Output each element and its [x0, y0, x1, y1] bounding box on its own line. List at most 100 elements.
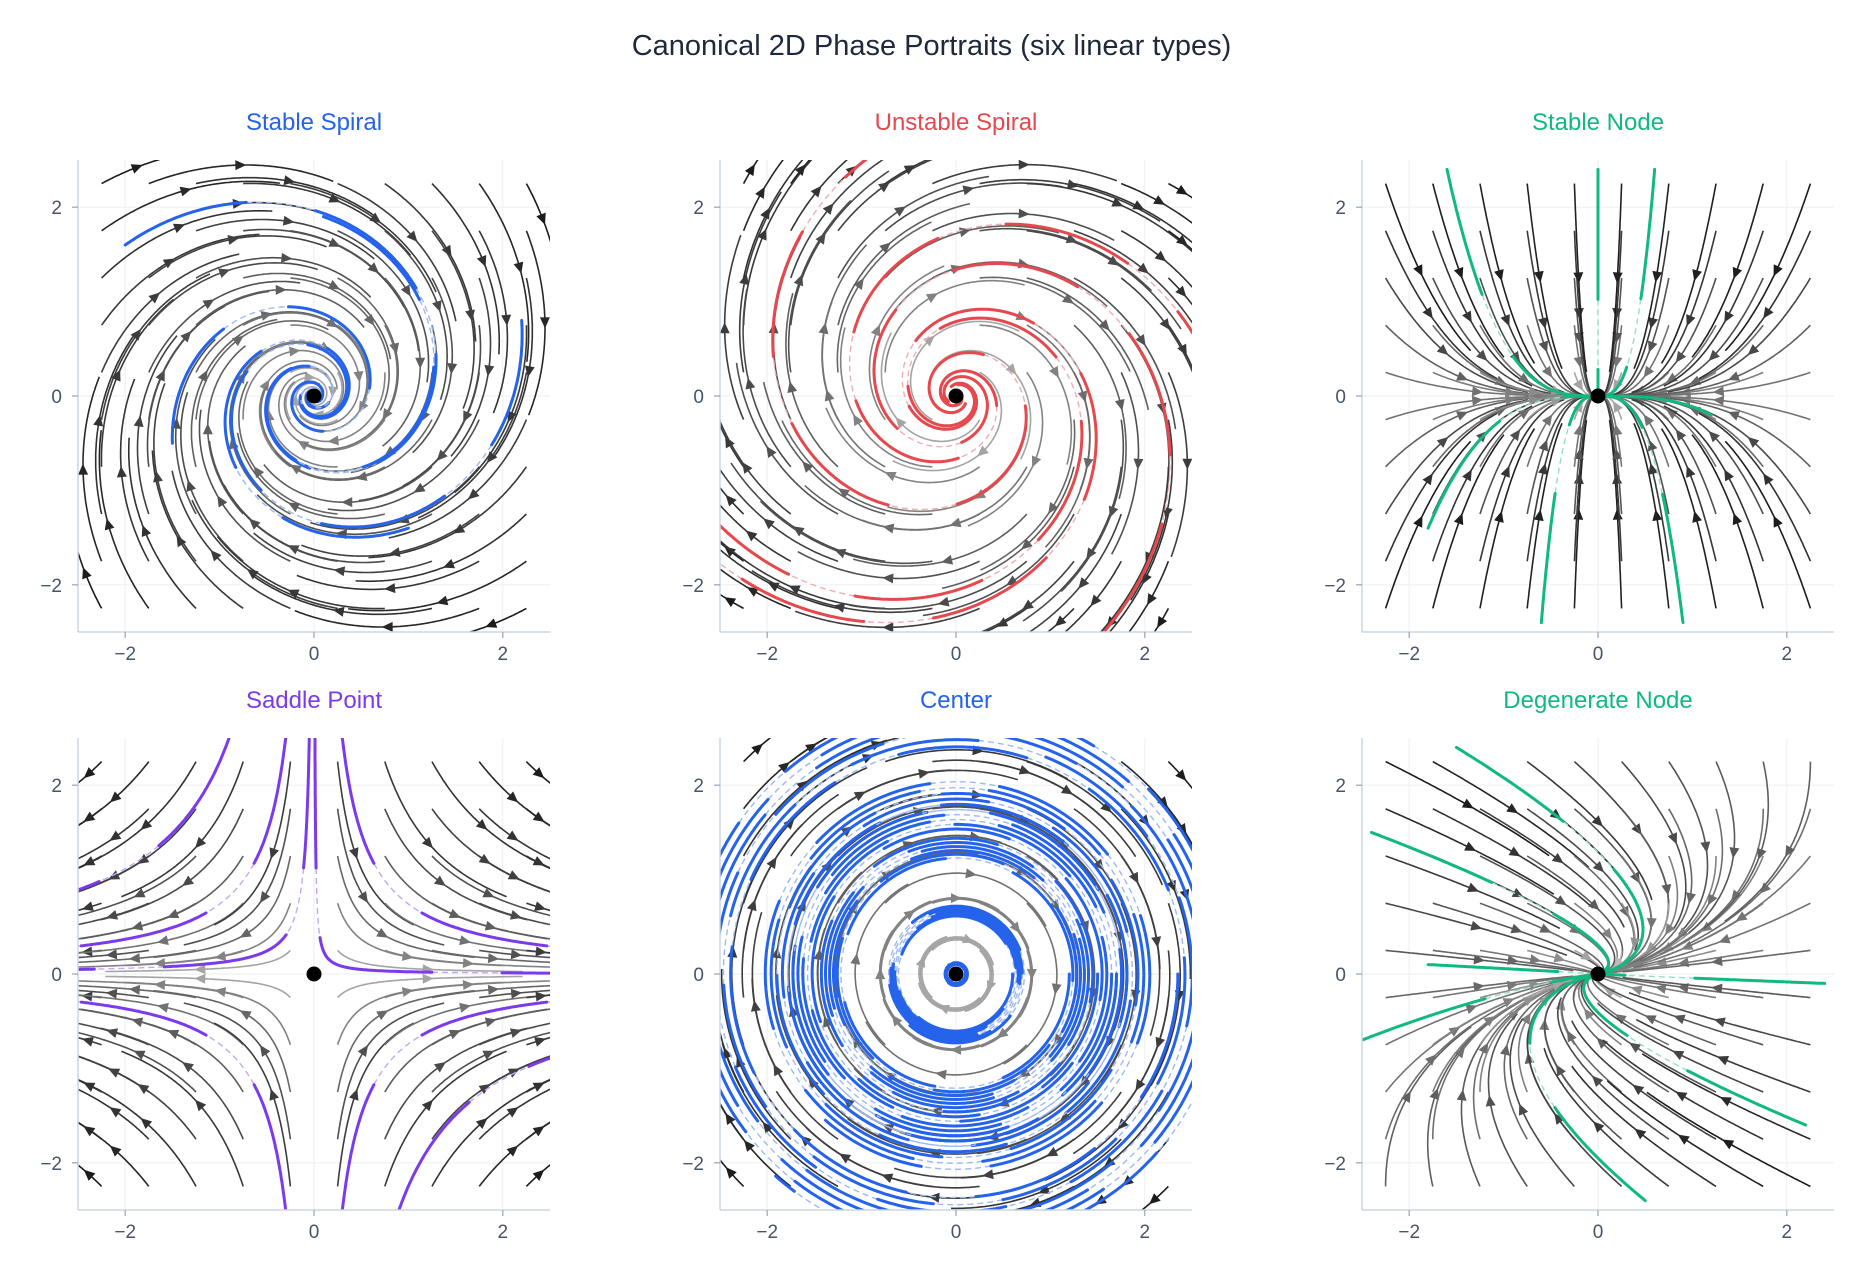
- streamline-arrow: [195, 1099, 207, 1112]
- streamline-arrow: [833, 603, 846, 613]
- streamline-arrow: [259, 1045, 271, 1057]
- trajectory: [1597, 972, 1827, 985]
- trajectory-dashed: [848, 223, 1192, 463]
- streamline-arrow: [928, 1192, 940, 1203]
- trajectory-dashed: [341, 738, 550, 948]
- streamline-arrow: [128, 984, 141, 995]
- streamline-arrow: [1630, 937, 1641, 950]
- streamline-arrow: [1436, 436, 1449, 448]
- streamline: [290, 230, 420, 352]
- streamline-arrow: [400, 284, 411, 297]
- streamline: [1432, 434, 1505, 609]
- trajectory: [819, 836, 1095, 1114]
- streamline-arrow: [1717, 1056, 1730, 1066]
- y-tick-label: 0: [1335, 965, 1346, 986]
- streamline: [478, 1088, 550, 1140]
- streamline-arrow: [1573, 378, 1584, 391]
- streamline-arrow: [1677, 1134, 1690, 1145]
- streamline-arrow: [1712, 386, 1725, 397]
- streamline-arrow: [1413, 264, 1423, 277]
- streamline-arrow: [459, 1002, 471, 1013]
- streamline-arrow: [1018, 208, 1030, 219]
- streamline: [121, 1050, 244, 1187]
- streamline-arrow: [1098, 319, 1110, 331]
- y-tick-label: 0: [693, 387, 704, 408]
- streamline-arrow: [304, 371, 316, 382]
- streamline-arrow: [1747, 344, 1760, 356]
- y-tick-label: −2: [682, 576, 704, 597]
- trajectory-dashed: [341, 1000, 550, 1210]
- streamline: [148, 261, 318, 326]
- streamline-arrow: [157, 935, 169, 946]
- trajectory-dashed: [314, 738, 550, 974]
- streamlines-degenerate-node: [1384, 760, 1812, 1188]
- streamline-arrow: [1708, 430, 1720, 443]
- streamline-arrow: [1711, 983, 1723, 994]
- streamline-arrow: [506, 791, 519, 803]
- streamline-arrow: [1619, 905, 1629, 918]
- streamline-arrow: [1757, 847, 1767, 860]
- streamline-arrow: [1554, 895, 1567, 906]
- streamline-arrow: [180, 330, 192, 343]
- streamline-arrow: [463, 410, 473, 423]
- trajectory: [78, 738, 311, 971]
- streamline-arrow: [282, 215, 295, 226]
- streamline: [148, 235, 327, 279]
- streamline: [1385, 855, 1561, 930]
- streamline-arrow: [415, 357, 426, 369]
- streamline-arrow: [725, 494, 737, 507]
- streamline-arrow: [327, 279, 340, 290]
- streamline-arrow: [1508, 846, 1521, 857]
- streamline-arrow: [1648, 463, 1659, 475]
- streamline-arrow: [1644, 1015, 1657, 1025]
- streamline-arrow: [1630, 985, 1643, 996]
- streamline-arrow: [1473, 981, 1485, 992]
- streamline-arrow: [1422, 473, 1433, 486]
- x-tick-label: −2: [1398, 1222, 1420, 1243]
- streamline-arrow: [796, 780, 809, 792]
- y-tick-label: −2: [40, 1154, 62, 1175]
- streamline-arrow: [1719, 1097, 1732, 1107]
- streamline-arrow: [376, 1010, 389, 1021]
- streamline-arrow: [1505, 387, 1517, 398]
- panel-title-saddle-point: Saddle Point: [246, 687, 382, 714]
- streamline-arrow: [724, 597, 737, 608]
- streamline-arrow: [81, 901, 94, 911]
- streamline: [431, 230, 475, 409]
- streamline-arrow: [1533, 270, 1544, 283]
- streamline-arrow: [1478, 1042, 1489, 1055]
- streamline-arrow: [442, 558, 456, 569]
- trajectory: [872, 262, 1172, 632]
- streamline-arrow: [773, 1064, 784, 1077]
- streamline-arrow: [1735, 911, 1748, 922]
- streamline-arrow: [1538, 340, 1549, 353]
- streamline-arrow: [1005, 363, 1017, 375]
- streamline-arrow: [1747, 436, 1760, 448]
- streamline-arrow: [532, 767, 545, 779]
- panel-title-center: Center: [920, 687, 992, 714]
- streamline: [884, 261, 1051, 326]
- streamline-arrow: [1537, 317, 1548, 329]
- trajectory: [340, 1000, 550, 1210]
- y-tick-label: −2: [1324, 1154, 1346, 1175]
- trajectories-center: [720, 738, 1192, 1210]
- streamline-arrow: [381, 621, 393, 632]
- streamline-arrow: [1729, 847, 1740, 859]
- streamline-arrow: [475, 1117, 488, 1129]
- streamline-arrow: [1137, 262, 1149, 274]
- streamline-arrow: [1133, 458, 1144, 470]
- streamline-arrow: [462, 957, 475, 968]
- streamline-arrow: [1520, 1012, 1531, 1025]
- streamline: [1602, 1039, 1764, 1140]
- streamline-arrow: [465, 309, 475, 322]
- streamline-arrow: [895, 417, 907, 429]
- streamline-arrow: [1454, 1046, 1466, 1059]
- streamline-arrow: [1026, 968, 1037, 980]
- streamline: [762, 381, 886, 515]
- streamline-arrow: [1461, 798, 1474, 809]
- y-tick-label: −2: [40, 576, 62, 597]
- streamline: [478, 808, 550, 860]
- streamline-arrow: [509, 910, 522, 920]
- streamline-arrow: [853, 278, 864, 290]
- streamline-arrow: [326, 317, 339, 328]
